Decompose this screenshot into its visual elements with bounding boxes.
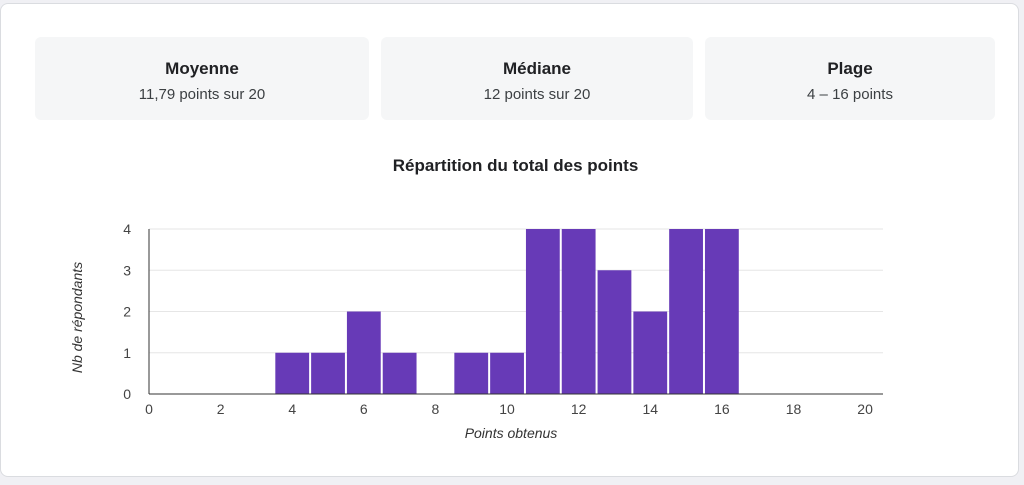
stat-range: Plage 4 – 16 points bbox=[705, 37, 995, 120]
bar bbox=[633, 311, 668, 394]
results-card: Moyenne 11,79 points sur 20 Médiane 12 p… bbox=[0, 3, 1019, 477]
x-tick-label: 10 bbox=[499, 401, 515, 417]
y-axis-label: Nb de répondants bbox=[69, 262, 85, 373]
y-tick-label: 3 bbox=[123, 262, 131, 278]
x-tick-label: 14 bbox=[642, 401, 658, 417]
bar bbox=[525, 229, 560, 394]
bar bbox=[311, 352, 345, 394]
bar bbox=[704, 229, 739, 394]
x-axis-label: Points obtenus bbox=[465, 425, 558, 441]
stat-mean-title: Moyenne bbox=[165, 59, 239, 78]
stat-median: Médiane 12 points sur 20 bbox=[381, 37, 693, 120]
chart-title: Répartition du total des points bbox=[392, 156, 639, 175]
x-tick-label: 6 bbox=[360, 401, 368, 417]
bar bbox=[561, 229, 596, 394]
stat-median-title: Médiane bbox=[502, 59, 572, 78]
x-tick-label: 4 bbox=[288, 401, 296, 417]
y-tick-label: 4 bbox=[123, 221, 131, 237]
bar bbox=[454, 352, 489, 394]
x-tick-label: 0 bbox=[145, 401, 153, 417]
y-tick-label: 1 bbox=[123, 345, 131, 361]
stat-range-title: Plage bbox=[827, 59, 873, 78]
bar bbox=[669, 229, 703, 394]
y-tick-label: 2 bbox=[123, 304, 131, 320]
bar bbox=[382, 352, 417, 394]
x-tick-label: 18 bbox=[786, 401, 802, 417]
y-tick-label: 0 bbox=[123, 386, 131, 402]
bar bbox=[490, 352, 524, 394]
stat-mean: Moyenne 11,79 points sur 20 bbox=[35, 37, 369, 120]
bar bbox=[597, 270, 632, 394]
stat-mean-value: 11,79 points sur 20 bbox=[138, 86, 266, 103]
x-tick-label: 2 bbox=[217, 401, 225, 417]
stat-range-value: 4 – 16 points bbox=[807, 86, 893, 103]
bar bbox=[275, 352, 310, 394]
x-tick-label: 12 bbox=[571, 401, 587, 417]
stat-median-value: 12 points sur 20 bbox=[483, 86, 591, 103]
x-tick-label: 8 bbox=[432, 401, 440, 417]
x-tick-label: 16 bbox=[714, 401, 730, 417]
x-tick-label: 20 bbox=[857, 401, 873, 417]
bar bbox=[346, 311, 381, 394]
